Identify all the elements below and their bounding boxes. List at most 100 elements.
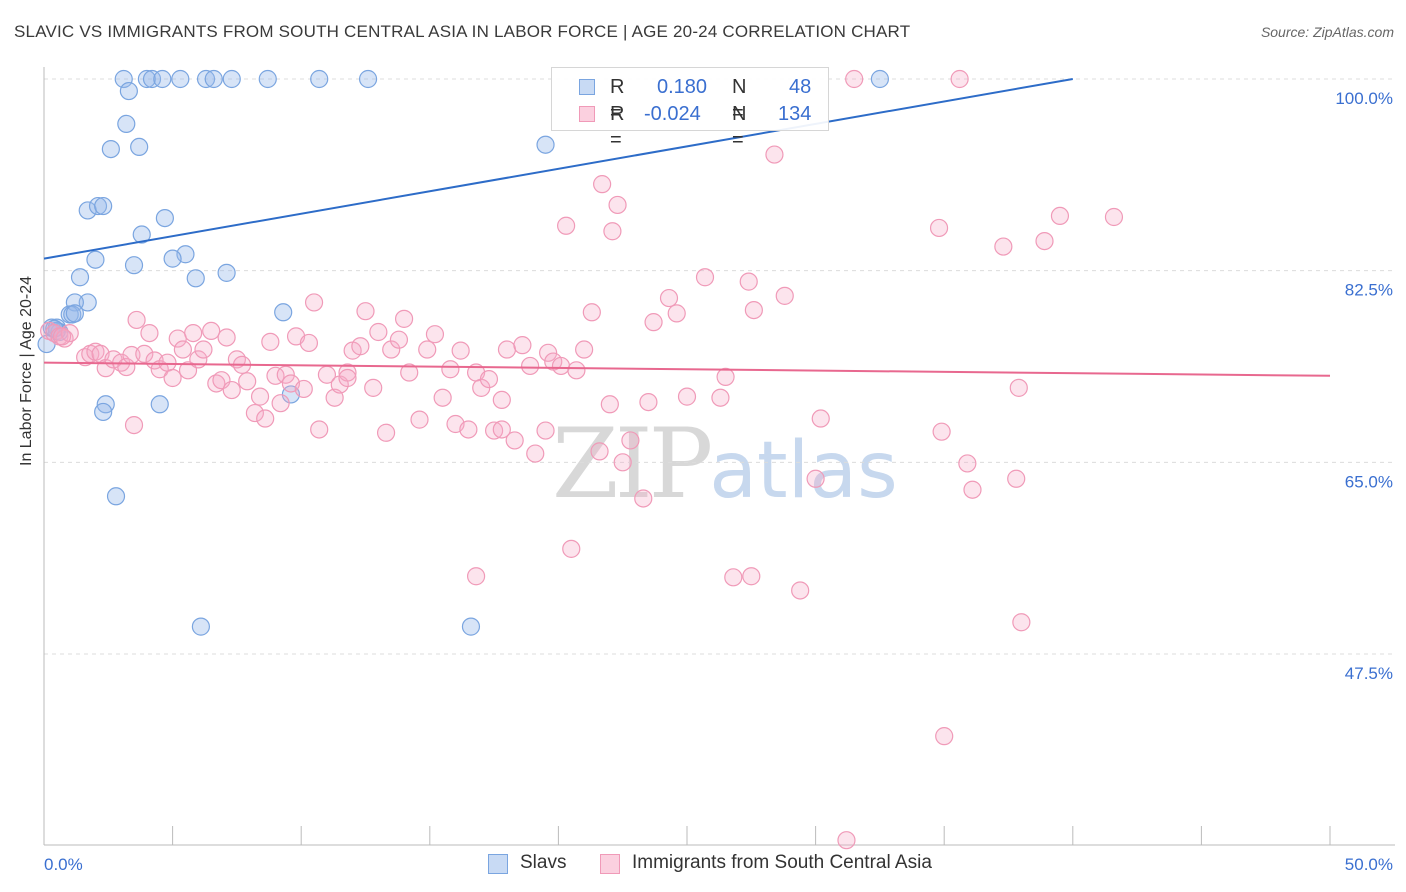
immigrants-point (716, 367, 735, 387)
slavs-point (106, 487, 126, 506)
immigrants-point (958, 454, 977, 473)
immigrants-point (364, 378, 383, 397)
slavs-legend-label: Slavs (520, 852, 567, 873)
slavs-point (222, 69, 241, 89)
slavs-point (191, 617, 210, 636)
immigrants-point (603, 222, 622, 241)
source-label: Source: ZipAtlas.com (1260, 24, 1394, 40)
immigrants-point (400, 363, 419, 382)
axes (43, 67, 1395, 846)
immigrants-point (1035, 231, 1054, 251)
immigrants-point (513, 336, 532, 355)
immigrants-point (369, 322, 388, 342)
slavs-point (117, 114, 136, 134)
slavs-point (461, 617, 481, 636)
trend-lines (43, 78, 1331, 377)
immigrants-point (963, 480, 982, 499)
immigrants-point (593, 175, 612, 194)
immigrants-point (124, 415, 144, 435)
immigrants-point (765, 145, 784, 164)
slavs-point (186, 269, 205, 288)
immigrants-point (600, 395, 619, 414)
immigrants-point (505, 431, 524, 450)
immigrants-point (492, 390, 511, 410)
immigrants-point (739, 272, 758, 291)
immigrants-point (222, 380, 241, 400)
slavs-point (137, 69, 156, 89)
slavs-point (94, 196, 113, 216)
slavs-point (274, 303, 293, 322)
immigrants-point (567, 361, 586, 380)
immigrants-point (536, 421, 555, 440)
y-tick-label: 47.5% (1345, 664, 1393, 683)
y-tick-label: 65.0% (1345, 472, 1393, 491)
slavs-point (310, 69, 329, 89)
immigrants-point (261, 332, 280, 351)
immigrants-point (356, 302, 375, 321)
immigrants-point (582, 303, 601, 322)
r-value: -0.024 (644, 103, 701, 125)
immigrants-point (394, 309, 414, 328)
immigrants-point (711, 388, 730, 407)
immigrants-point (950, 69, 969, 89)
immigrants-point (659, 288, 679, 308)
immigrants-point (521, 356, 540, 376)
n-value: 48 (789, 76, 812, 98)
y-tick-label: 82.5% (1345, 281, 1393, 300)
immigrants-point (497, 340, 517, 359)
slavs-point (88, 196, 108, 216)
immigrants-point (351, 337, 370, 356)
immigrants-point (245, 403, 265, 423)
slavs-trend-line (43, 78, 1073, 260)
immigrants-point (845, 69, 864, 89)
immigrants-point (742, 567, 761, 586)
slavs-point (155, 208, 174, 228)
immigrants-point (207, 374, 226, 393)
immigrants-point (76, 348, 95, 367)
immigrants-point (744, 300, 763, 320)
immigrants-point (271, 394, 290, 413)
immigrants-point (806, 469, 825, 488)
x-tick-label: 50.0% (1345, 855, 1393, 874)
slavs-point (163, 249, 182, 268)
immigrants-point (811, 409, 830, 428)
slavs-point (204, 69, 223, 89)
immigrants-point (140, 323, 159, 343)
immigrants-legend-label: Immigrants from South Central Asia (632, 852, 932, 873)
immigrants-point (929, 218, 949, 238)
immigrants-point (425, 325, 445, 344)
slavs-legend-swatch (488, 854, 508, 874)
slavs-points (37, 69, 890, 636)
immigrants-point (441, 360, 460, 379)
immigrants-point (194, 340, 213, 359)
n-value: 134 (778, 103, 812, 125)
r-label: R = (610, 76, 625, 124)
immigrants-point (238, 372, 257, 391)
immigrants-point (994, 237, 1013, 256)
immigrants-point (1104, 207, 1124, 227)
slavs-point (150, 395, 169, 414)
slavs-point (142, 69, 162, 89)
slavs-point (114, 69, 133, 89)
immigrants-trend-line (43, 361, 1331, 377)
immigrants-point (613, 453, 632, 472)
immigrants-point (127, 310, 146, 330)
slavs-point (196, 69, 216, 89)
immigrants-point (724, 568, 743, 587)
slavs-point (171, 69, 190, 89)
slavs-point (870, 69, 890, 89)
immigrants-point (562, 539, 581, 558)
y-axis-label: In Labor Force | Age 20-24 (18, 275, 35, 466)
slavs-swatch (579, 79, 595, 95)
immigrants-point (667, 304, 686, 323)
immigrants-point (294, 379, 313, 399)
n-label: N = (732, 76, 747, 124)
immigrants-point (479, 369, 499, 389)
slavs-point (70, 268, 90, 287)
immigrants-point (158, 353, 177, 372)
immigrants-point (590, 442, 609, 461)
immigrants-point (310, 420, 329, 439)
immigrants-point (791, 581, 810, 600)
immigrants-point (163, 368, 182, 388)
